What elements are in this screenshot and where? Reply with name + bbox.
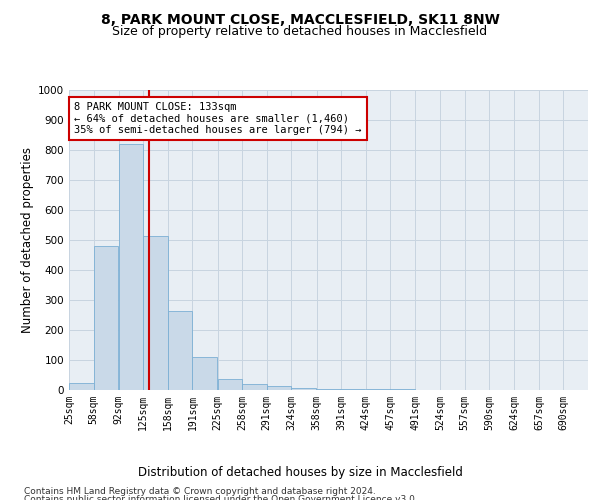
Bar bbox=[292, 388, 316, 390]
Bar bbox=[168, 310, 193, 390]
Bar bbox=[218, 378, 242, 390]
Bar bbox=[193, 357, 217, 390]
Text: Contains HM Land Registry data © Crown copyright and database right 2024.: Contains HM Land Registry data © Crown c… bbox=[24, 486, 376, 496]
Y-axis label: Number of detached properties: Number of detached properties bbox=[21, 147, 34, 333]
Bar bbox=[242, 384, 267, 390]
Bar bbox=[69, 382, 94, 390]
Text: Contains public sector information licensed under the Open Government Licence v3: Contains public sector information licen… bbox=[24, 495, 418, 500]
Text: Distribution of detached houses by size in Macclesfield: Distribution of detached houses by size … bbox=[137, 466, 463, 479]
Bar bbox=[340, 389, 365, 390]
Bar bbox=[267, 386, 292, 390]
Text: 8, PARK MOUNT CLOSE, MACCLESFIELD, SK11 8NW: 8, PARK MOUNT CLOSE, MACCLESFIELD, SK11 … bbox=[101, 12, 499, 26]
Bar bbox=[316, 388, 340, 390]
Bar bbox=[119, 144, 143, 390]
Text: 8 PARK MOUNT CLOSE: 133sqm
← 64% of detached houses are smaller (1,460)
35% of s: 8 PARK MOUNT CLOSE: 133sqm ← 64% of deta… bbox=[74, 102, 362, 135]
Bar bbox=[143, 236, 168, 390]
Bar bbox=[94, 246, 118, 390]
Text: Size of property relative to detached houses in Macclesfield: Size of property relative to detached ho… bbox=[112, 25, 488, 38]
